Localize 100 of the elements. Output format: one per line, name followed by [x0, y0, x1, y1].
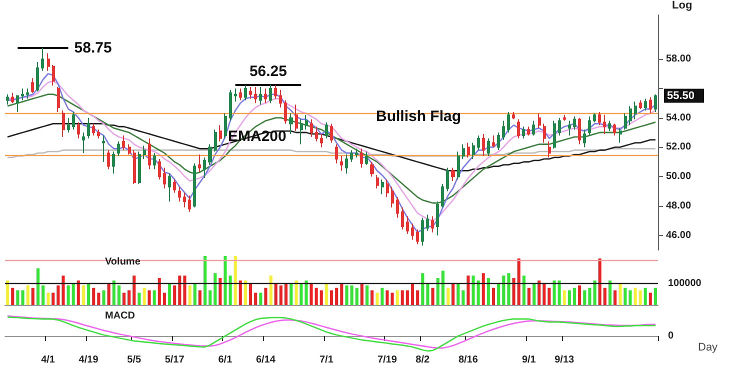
- candlestick: [477, 134, 480, 151]
- line-series: [6, 122, 656, 172]
- bar: [436, 278, 440, 305]
- candlestick: [289, 112, 293, 134]
- bar: [324, 282, 328, 305]
- bar: [390, 292, 394, 305]
- bar: [269, 276, 272, 305]
- bar: [517, 258, 520, 305]
- x-tick-label: 5/17: [164, 354, 185, 366]
- candlestick: [198, 154, 201, 173]
- bar: [400, 290, 404, 305]
- bar: [624, 288, 627, 305]
- candlestick: [254, 86, 257, 104]
- candlestick: [613, 123, 616, 136]
- candlestick: [330, 123, 333, 144]
- bar: [314, 288, 318, 305]
- candlestick: [573, 116, 576, 130]
- bar: [162, 292, 166, 305]
- bar: [148, 290, 151, 305]
- bar: [502, 276, 506, 305]
- candlestick: [527, 126, 530, 136]
- bar: [628, 290, 632, 305]
- text: 0: [668, 330, 674, 342]
- bar: [173, 285, 176, 305]
- bar: [613, 290, 616, 305]
- candlestick: [295, 104, 298, 132]
- chart-title: MACD: [105, 310, 135, 322]
- x-tick-label: 9/13: [554, 354, 575, 366]
- bar: [396, 290, 399, 305]
- candlestick: [244, 85, 247, 101]
- x-tick-label: 7/1: [319, 354, 334, 366]
- annotation: 58.75: [74, 40, 112, 57]
- candlestick: [133, 150, 136, 184]
- bar: [355, 288, 358, 305]
- bar: [62, 276, 65, 305]
- candlestick: [436, 201, 439, 236]
- bar: [593, 280, 596, 305]
- bar: [608, 280, 612, 305]
- bar: [456, 282, 460, 305]
- candlestick: [249, 86, 252, 100]
- candlestick: [350, 150, 353, 162]
- bar: [198, 290, 202, 305]
- candlestick: [391, 186, 394, 208]
- candlestick: [26, 88, 29, 100]
- candlestick: [208, 144, 212, 166]
- bar: [117, 285, 120, 305]
- candlestick: [365, 151, 368, 166]
- candlestick: [603, 114, 606, 134]
- x-tick-label: 8/16: [458, 354, 478, 366]
- bar: [578, 285, 582, 305]
- candlestick: [224, 112, 227, 139]
- chart-title: Volume: [105, 256, 141, 268]
- candlestick: [462, 144, 465, 160]
- candlestick: [274, 85, 277, 100]
- y-tick-label: 52.00: [666, 142, 692, 153]
- candlestick: [31, 78, 34, 94]
- candlestick: [203, 156, 206, 179]
- candlestick: [598, 111, 601, 126]
- candlestick: [269, 84, 272, 104]
- candlestick: [62, 110, 65, 138]
- candlestick: [97, 129, 100, 139]
- bar: [87, 282, 90, 305]
- candlestick: [87, 117, 90, 139]
- candlestick: [543, 123, 546, 144]
- candlestick: [639, 100, 642, 110]
- bar: [410, 282, 414, 305]
- candlestick: [401, 206, 404, 230]
- y-tick-label: 54.00: [666, 112, 692, 124]
- candlestick: [72, 111, 75, 130]
- candlestick: [370, 161, 374, 178]
- candlestick: [178, 186, 181, 202]
- candlestick: [36, 62, 39, 92]
- bar: [97, 292, 100, 305]
- x-tick-label: 8/2: [416, 354, 430, 366]
- x-tick-label: 5/5: [127, 354, 142, 366]
- bar: [568, 290, 571, 305]
- candlestick: [593, 112, 596, 123]
- bar: [152, 290, 156, 305]
- candlestick: [214, 129, 217, 152]
- bar: [654, 288, 657, 305]
- candlestick: [259, 86, 262, 106]
- bar: [224, 256, 227, 305]
- bar: [558, 280, 561, 305]
- bar: [330, 290, 334, 305]
- bar: [431, 288, 434, 305]
- candlestick: [315, 126, 318, 142]
- candlestick: [502, 120, 505, 140]
- bar: [107, 282, 110, 305]
- candlestick: [239, 88, 242, 101]
- candlestick: [507, 111, 510, 133]
- bar: [644, 288, 647, 305]
- candlestick: [629, 106, 632, 126]
- candlestick: [82, 132, 85, 154]
- bar: [548, 288, 551, 305]
- bar: [583, 290, 586, 305]
- bar: [462, 290, 465, 305]
- bar: [254, 292, 258, 305]
- candlestick: [487, 138, 490, 156]
- candlestick: [578, 117, 581, 145]
- bar: [598, 258, 602, 305]
